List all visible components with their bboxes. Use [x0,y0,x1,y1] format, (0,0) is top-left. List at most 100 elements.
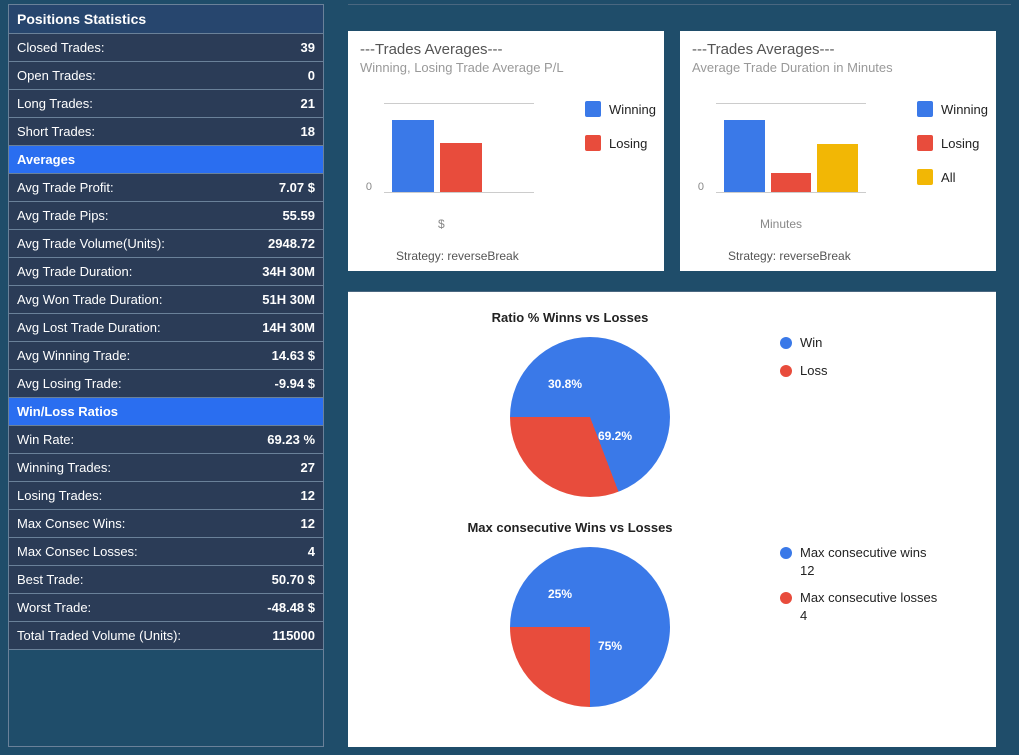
stats-value: -48.48 $ [267,600,315,615]
legend-swatch [585,135,601,151]
stats-label: Winning Trades: [17,460,111,475]
stats-row: Avg Won Trade Duration: 51H 30M [9,286,323,314]
bar-charts-row: ---Trades Averages--- Winning, Losing Tr… [348,25,1011,271]
legend-swatch [917,101,933,117]
charts-column: ---Trades Averages--- Winning, Losing Tr… [348,4,1011,747]
stats-label: Worst Trade: [17,600,91,615]
pie-title: Max consecutive Wins vs Losses [360,520,780,535]
legend-item: All [917,169,988,185]
legend-label: Loss [800,362,827,380]
stats-row: Losing Trades:12 [9,482,323,510]
stats-value: 50.70 $ [272,572,315,587]
chart-subtitle: Average Trade Duration in Minutes [692,60,984,75]
stats-row: Win Rate:69.23 % [9,426,323,454]
bar [771,173,812,192]
stats-panel-title: Positions Statistics [9,5,323,34]
stats-label: Win Rate: [17,432,74,447]
stats-row: Closed Trades: 39 [9,34,323,62]
legend-item: Winning [585,101,656,117]
stats-label: Avg Trade Duration: [17,264,132,279]
stats-row: Avg Trade Volume(Units): 2948.72 [9,230,323,258]
stats-row: Avg Trade Pips: 55.59 [9,202,323,230]
pie-legend: Win Loss [780,334,827,389]
stats-label: Short Trades: [17,124,95,139]
stats-label: Max Consec Wins: [17,516,125,531]
stats-row: Max Consec Wins: 12 [9,510,323,538]
pie-title: Ratio % Winns vs Losses [360,310,780,325]
stats-value: 115000 [272,628,315,643]
stats-row: Total Traded Volume (Units): 115000 [9,622,323,650]
legend-label: Winning [609,102,656,117]
pie-legend-item: Win [780,334,827,352]
stats-label: Open Trades: [17,68,96,83]
win-loss-ratio-pie: Ratio % Winns vs Losses 30.8% 69.2% Win L… [360,310,984,520]
legend-label: All [941,170,955,185]
stats-label: Avg Trade Pips: [17,208,109,223]
legend-item: Winning [917,101,988,117]
legend-item: Losing [917,135,988,151]
stats-label: Closed Trades: [17,40,104,55]
chart-legend: WinningLosing [585,101,656,169]
pie-slice-label: 25% [548,587,572,601]
legend-dot [780,337,792,349]
pie-legend-item: Max consecutive losses4 [780,589,937,624]
bar [392,120,434,192]
chart-subtitle: Winning, Losing Trade Average P/L [360,60,652,75]
positions-statistics-panel: Positions Statistics Closed Trades: 39 Ope… [8,4,324,747]
stats-row: Avg Lost Trade Duration:14H 30M [9,314,323,342]
stats-value: 14H 30M [262,320,315,335]
trades-averages-duration-chart: ---Trades Averages--- Average Trade Dura… [680,31,996,271]
stats-section-header: Win/Loss Ratios [9,398,323,426]
stats-label: Avg Trade Volume(Units): [17,236,165,251]
pie-legend-item: Loss [780,362,827,380]
legend-swatch [917,169,933,185]
stats-value: 21 [301,96,315,111]
x-axis-label: $ [438,217,445,231]
stats-value: 12 [301,516,315,531]
bar [724,120,765,192]
stats-row: Avg Trade Profit:7.07 $ [9,174,323,202]
stats-row: Max Consec Losses:4 [9,538,323,566]
stats-label: Avg Trade Profit: [17,180,114,195]
stats-value: 51H 30M [262,292,315,307]
pie-legend-item: Max consecutive wins12 [780,544,937,579]
legend-swatch [585,101,601,117]
bar [817,144,858,192]
legend-label: Winning [941,102,988,117]
stats-row: Avg Winning Trade: 14.63 $ [9,342,323,370]
pie-charts-card: Ratio % Winns vs Losses 30.8% 69.2% Win L… [348,291,996,747]
pie-slice-label: 30.8% [548,377,582,391]
stats-row: Avg Trade Duration:34H 30M [9,258,323,286]
legend-label: Losing [941,136,979,151]
stats-label: Avg Won Trade Duration: [17,292,163,307]
bars-area [716,103,866,193]
legend-label: Max consecutive wins12 [800,544,926,579]
chart-title: ---Trades Averages--- [692,41,984,58]
stats-value: 14.63 $ [272,348,315,363]
stats-value: 39 [301,40,315,55]
stats-label: Long Trades: [17,96,93,111]
stats-row: Open Trades:0 [9,62,323,90]
stats-row: Long Trades: 21 [9,90,323,118]
trades-averages-pl-chart: ---Trades Averages--- Winning, Losing Tr… [348,31,664,271]
consecutive-wins-losses-pie: Max consecutive Wins vs Losses 25% 75% M… [360,520,984,730]
legend-dot [780,365,792,377]
legend-swatch [917,135,933,151]
legend-label: Win [800,334,822,352]
stats-row: Worst Trade: -48.48 $ [9,594,323,622]
legend-dot [780,547,792,559]
legend-dot [780,592,792,604]
pie-chart [510,337,670,497]
stats-label: Losing Trades: [17,488,102,503]
chart-footer: Strategy: reverseBreak [396,249,519,263]
stats-row: Short Trades:18 [9,118,323,146]
pie-chart [510,547,670,707]
pie-slice-label: 75% [598,639,622,653]
stats-label: Avg Winning Trade: [17,348,130,363]
stats-value: 55.59 [282,208,315,223]
stats-label: Total Traded Volume (Units): [17,628,181,643]
pie-slice-label: 69.2% [598,429,632,443]
stats-value: 2948.72 [268,236,315,251]
chart-footer: Strategy: reverseBreak [728,249,851,263]
stats-label: Best Trade: [17,572,83,587]
